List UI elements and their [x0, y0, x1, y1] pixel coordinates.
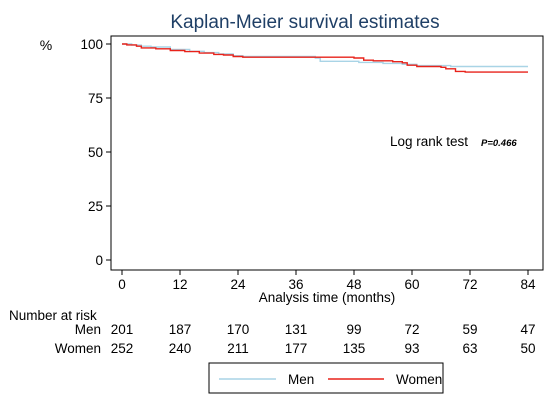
annotation-label: Log rank test	[390, 134, 468, 149]
risk-cell: 99	[346, 322, 361, 337]
risk-cell: 131	[285, 322, 308, 337]
risk-cell: 201	[111, 322, 134, 337]
x-tick-label: 48	[346, 277, 361, 292]
y-axis: 0 25 50 75 100	[80, 37, 111, 268]
risk-cell: 59	[462, 322, 477, 337]
risk-cell: 47	[520, 322, 535, 337]
risk-cell: 63	[462, 341, 477, 356]
x-tick-label: 84	[520, 277, 536, 292]
risk-cell: 252	[111, 341, 134, 356]
legend: Men Women	[208, 362, 444, 394]
legend-label-men: Men	[288, 372, 314, 387]
x-tick-label: 24	[230, 277, 246, 292]
risk-cell: 93	[404, 341, 419, 356]
y-axis-label: %	[40, 37, 52, 53]
y-tick-label: 100	[80, 37, 103, 52]
series-layer	[122, 43, 528, 73]
risk-cell: 50	[520, 341, 535, 356]
series-line-men	[122, 43, 528, 68]
annotation-pvalue: P=0.466	[481, 138, 517, 149]
y-tick-label: 25	[88, 199, 103, 214]
legend-box	[208, 362, 444, 394]
x-tick-label: 0	[118, 277, 126, 292]
y-tick-label: 75	[88, 91, 103, 106]
chart-title: Kaplan-Meier survival estimates	[170, 12, 439, 33]
risk-cell: 240	[169, 341, 192, 356]
x-axis-label: Analysis time (months)	[259, 290, 396, 305]
risk-cell: 72	[404, 322, 419, 337]
series-line-women	[122, 43, 528, 73]
x-tick-label: 72	[462, 277, 477, 292]
risk-cell: 187	[169, 322, 192, 337]
x-tick-label: 36	[288, 277, 303, 292]
y-tick-label: 50	[88, 145, 103, 160]
risk-cell: 211	[227, 341, 249, 356]
risk-row-label: Men	[75, 322, 101, 337]
plot-area	[110, 35, 544, 271]
y-tick-label: 0	[95, 253, 103, 268]
legend-label-women: Women	[396, 372, 442, 387]
x-axis: 0 12 24 36 48 60 72 84	[118, 270, 536, 292]
risk-cell: 135	[343, 341, 366, 356]
risk-cell: 177	[285, 341, 308, 356]
risk-table: Men 201 187 170 131 99 72 59 47 Women 252 240 211 177…	[55, 322, 536, 356]
x-tick-label: 60	[404, 277, 419, 292]
x-tick-label: 12	[172, 277, 187, 292]
risk-row-label: Women	[55, 341, 101, 356]
risk-table-title: Number at risk	[9, 308, 97, 323]
risk-cell: 170	[227, 322, 250, 337]
